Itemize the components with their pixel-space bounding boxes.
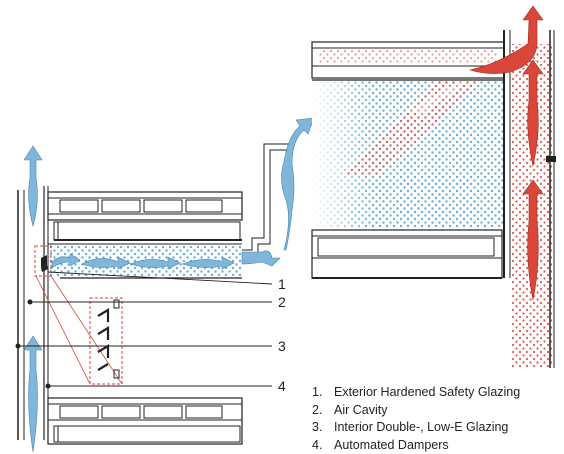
callout-number-1: 1: [278, 276, 286, 292]
legend-item: 3. Interior Double-, Low-E Glazing: [312, 420, 509, 434]
warm-air-arrows: [469, 5, 544, 301]
damper-callout-box: [34, 245, 123, 385]
upper-floor-slab: [47, 191, 243, 241]
cavity-flow-arrows: [51, 253, 235, 270]
callout-leaders: [18, 271, 273, 387]
legend-item: 2. Air Cavity: [312, 402, 388, 417]
lower-floor-slab: [47, 397, 243, 445]
cool-air-arrow-up-lower: [23, 335, 43, 453]
right-section-detail: [311, 5, 556, 368]
exhaust-duct: [241, 117, 315, 267]
callout-dots: [15, 299, 51, 389]
callout-number-4: 4: [278, 378, 286, 394]
legend: 1. Exterior Hardened Safety Glazing 2. Air…: [312, 384, 520, 454]
callout-number-2: 2: [278, 294, 286, 310]
callout-number-3: 3: [278, 338, 286, 354]
left-section: [15, 117, 315, 453]
damper-icon: [41, 255, 48, 272]
legend-item: 4. Automated Dampers: [312, 437, 449, 452]
legend-item: 1. Exterior Hardened Safety Glazing: [312, 385, 521, 399]
cool-air-arrow-up-upper: [23, 145, 43, 228]
